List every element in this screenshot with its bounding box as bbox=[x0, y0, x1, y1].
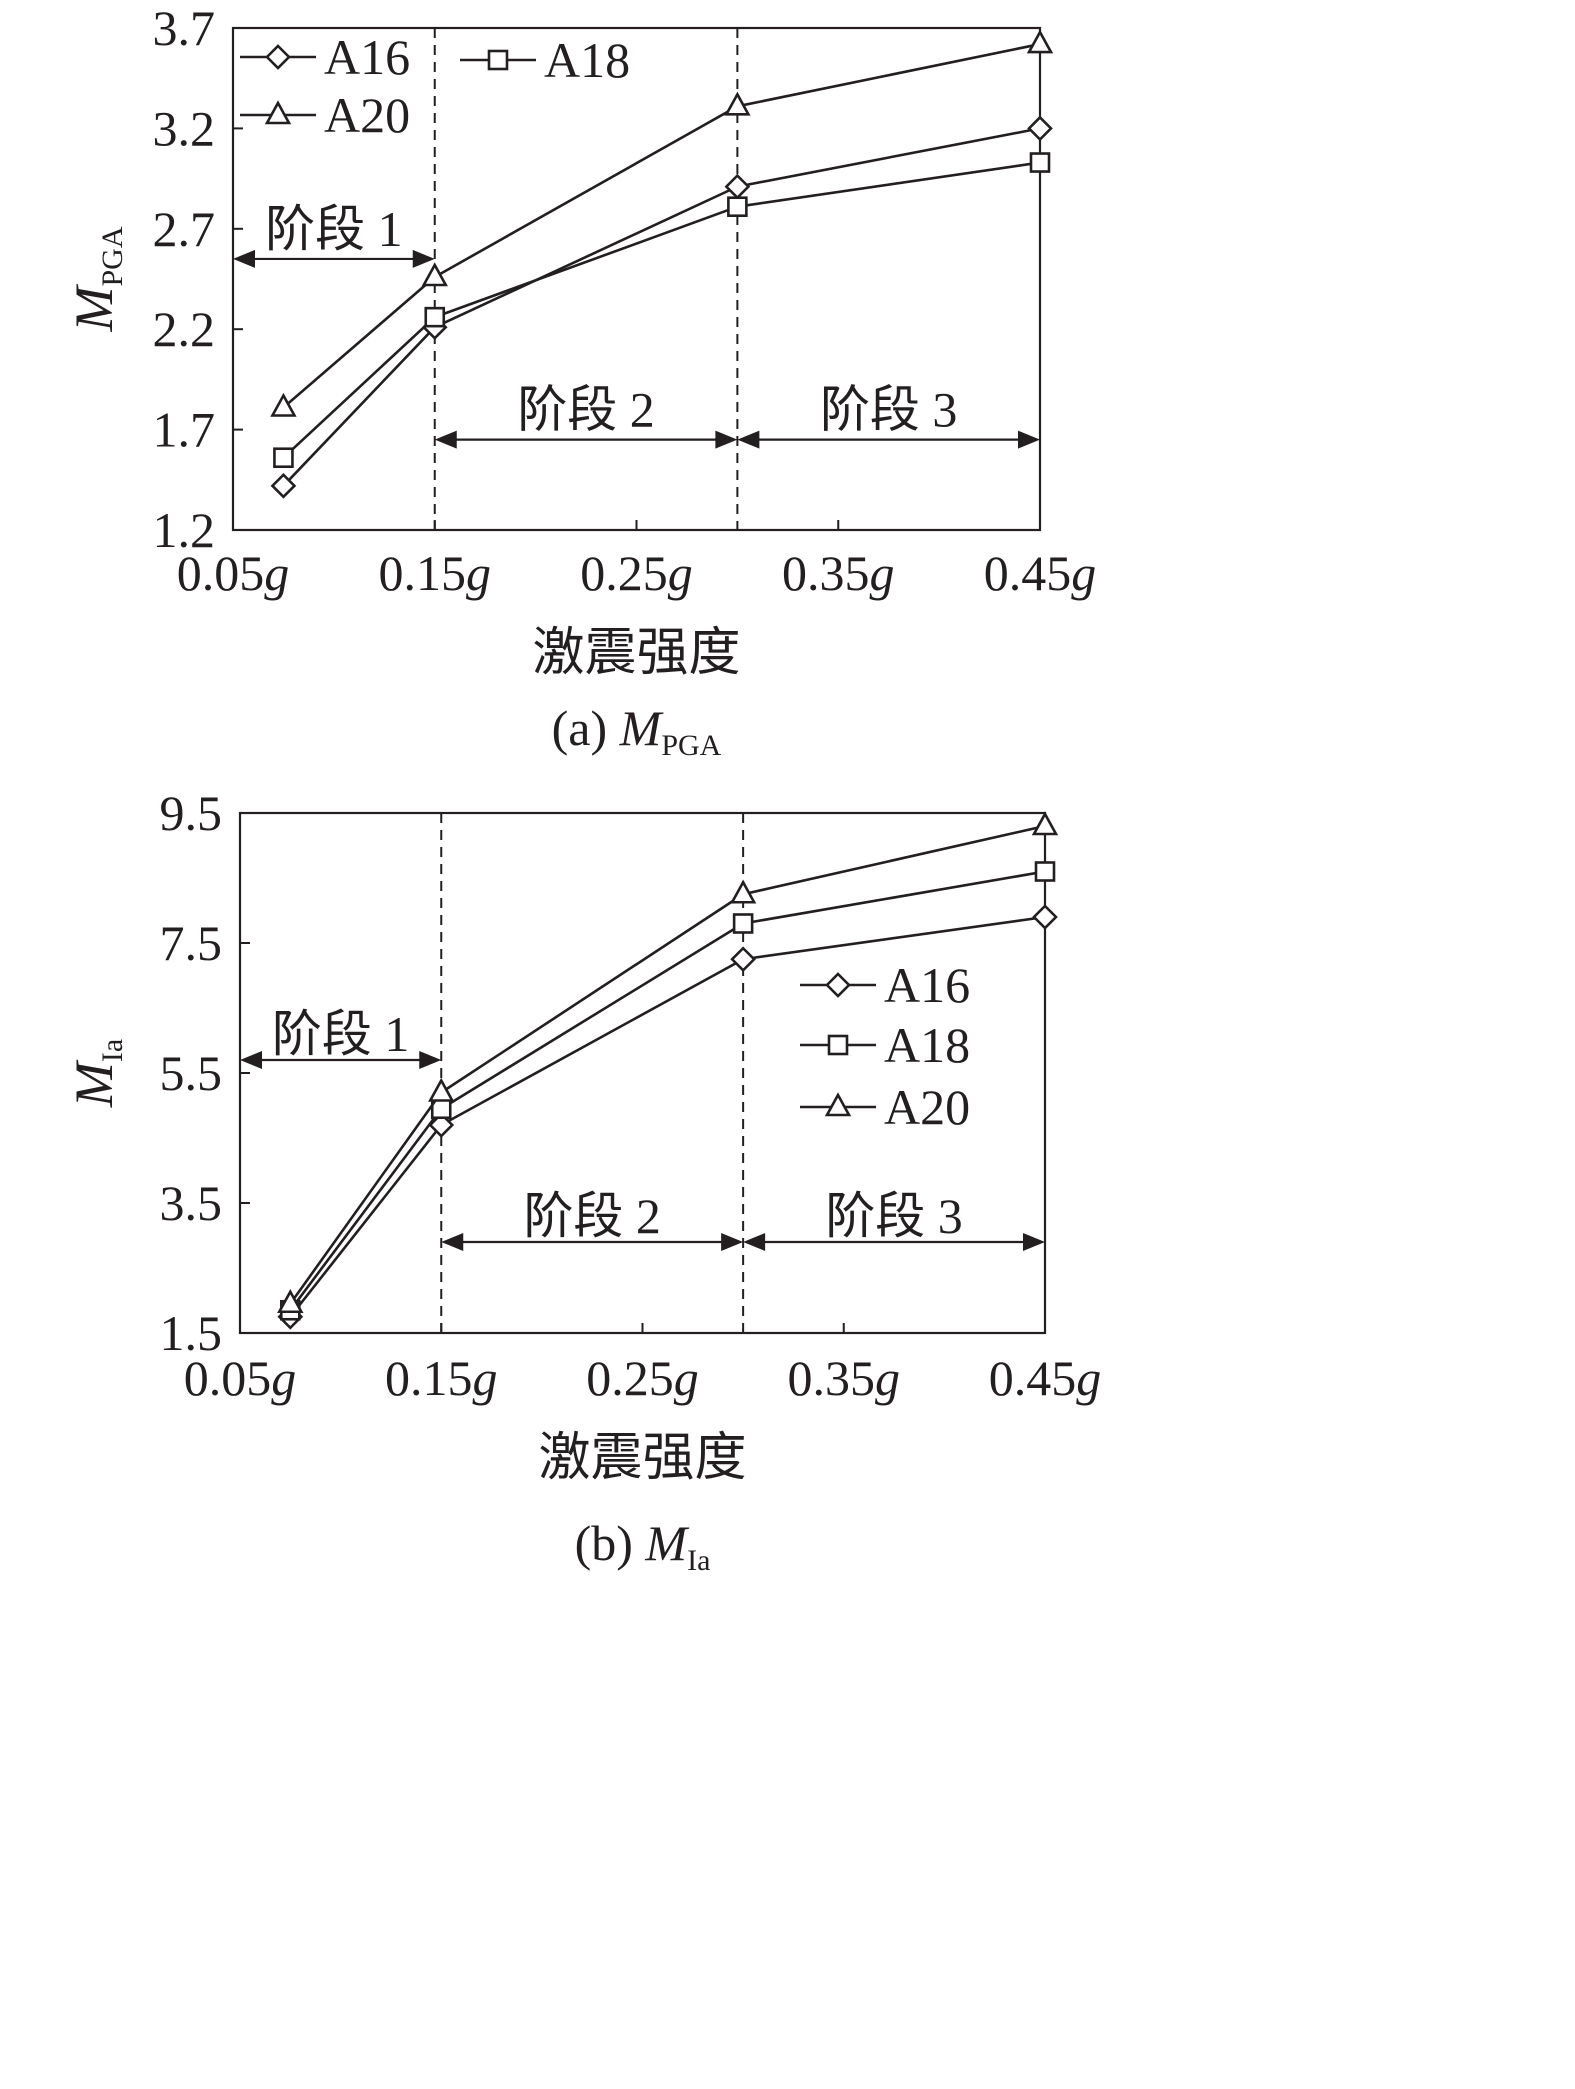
legend-label: A20 bbox=[324, 87, 410, 143]
stage-label: 阶段 1 bbox=[265, 201, 403, 257]
x-tick-label: 0.35g bbox=[788, 1350, 901, 1406]
data-point-A20 bbox=[1031, 811, 1059, 836]
data-point-A18 bbox=[727, 196, 748, 218]
stage-arrowhead-right bbox=[715, 430, 738, 449]
series-line-A20 bbox=[289, 824, 1046, 1305]
legend-label: A18 bbox=[884, 1017, 970, 1073]
x-tick-label: 0.05g bbox=[184, 1350, 297, 1406]
y-tick-label: 7.5 bbox=[160, 915, 223, 971]
x-tick-label: 0.45g bbox=[989, 1350, 1102, 1406]
data-point-A20 bbox=[270, 392, 297, 417]
y-tick-label: 1.2 bbox=[153, 502, 216, 558]
y-axis-label: MPGA bbox=[64, 226, 129, 332]
y-tick-label: 3.5 bbox=[160, 1175, 223, 1231]
data-point-A18 bbox=[273, 447, 294, 469]
data-point-A20 bbox=[428, 1077, 455, 1102]
y-tick-label: 1.7 bbox=[153, 402, 216, 458]
stage-arrowhead-left bbox=[434, 430, 457, 449]
y-axis-label-subscript: Ia bbox=[96, 1039, 129, 1062]
legend-marker-A20 bbox=[264, 100, 292, 125]
series-line-A20 bbox=[282, 42, 1041, 409]
data-point-A16 bbox=[730, 946, 756, 973]
data-point-A18 bbox=[732, 913, 754, 934]
series-line-A16 bbox=[282, 127, 1041, 487]
data-point-A16 bbox=[1032, 904, 1058, 930]
figure-caption: (a) MPGA bbox=[552, 700, 722, 762]
y-axis-label-main: M bbox=[64, 1059, 124, 1108]
x-tick-label: 0.15g bbox=[379, 545, 492, 601]
x-tick-label: 0.45g bbox=[984, 545, 1097, 601]
data-point-A20 bbox=[1026, 29, 1054, 54]
chart-panel-a: 1.2 1.7 2.2 2.7 3.2 3.7 0.05g 0.15g 0.25g 0.35g 0.… bbox=[64, 0, 1096, 762]
legend-label: A18 bbox=[544, 32, 630, 88]
stage-arrowhead-right bbox=[1018, 430, 1040, 449]
stage-arrowhead-left bbox=[737, 430, 760, 449]
y-tick-label: 5.5 bbox=[160, 1045, 223, 1101]
legend-label: A16 bbox=[884, 957, 970, 1013]
figure-caption: (b) MIa bbox=[575, 1515, 711, 1577]
data-point-A18 bbox=[424, 306, 446, 328]
data-point-A20 bbox=[277, 1289, 304, 1314]
stage-arrowhead-right bbox=[721, 1233, 744, 1251]
stage-label: 阶段 3 bbox=[825, 1188, 963, 1244]
x-tick-label: 0.25g bbox=[580, 545, 693, 601]
y-axis-label: MIa bbox=[64, 1039, 129, 1108]
data-point-A20 bbox=[724, 91, 751, 116]
data-point-A16 bbox=[724, 173, 751, 200]
x-tick-label: 0.35g bbox=[782, 545, 895, 601]
data-point-A16 bbox=[1027, 115, 1053, 142]
x-axis-label: 激震强度 bbox=[532, 625, 740, 682]
y-tick-label: 3.7 bbox=[153, 0, 216, 56]
series-line-A16 bbox=[289, 915, 1046, 1318]
x-axis-label: 激震强度 bbox=[538, 1430, 746, 1487]
y-axis-label-main: M bbox=[64, 284, 124, 333]
data-point-A16 bbox=[428, 1112, 455, 1138]
y-tick-label: 2.2 bbox=[153, 301, 216, 357]
data-point-A18 bbox=[1034, 861, 1056, 882]
data-point-A18 bbox=[1029, 152, 1051, 173]
stage-arrowhead-right bbox=[419, 1051, 442, 1069]
stage-label: 阶段 2 bbox=[523, 1188, 661, 1244]
legend-marker-A16 bbox=[265, 44, 291, 70]
stage-arrowhead-right bbox=[412, 249, 435, 268]
y-tick-label: 2.7 bbox=[153, 201, 216, 257]
data-point-A16 bbox=[270, 472, 297, 499]
stage-label: 阶段 3 bbox=[820, 382, 958, 438]
legend-marker-A18 bbox=[487, 49, 509, 71]
x-tick-label: 0.15g bbox=[385, 1350, 498, 1406]
y-tick-label: 1.5 bbox=[160, 1305, 223, 1361]
x-tick-label: 0.25g bbox=[586, 1350, 699, 1406]
stage-label: 阶段 2 bbox=[517, 382, 655, 438]
y-axis-label-subscript: PGA bbox=[96, 226, 129, 286]
data-point-A20 bbox=[729, 879, 757, 904]
stage-arrowhead-left bbox=[240, 1051, 262, 1069]
y-tick-label: 3.2 bbox=[153, 100, 216, 156]
x-tick-label: 0.05g bbox=[177, 545, 290, 601]
stage-arrowhead-left bbox=[743, 1233, 766, 1251]
stage-arrowhead-right bbox=[1023, 1233, 1045, 1251]
legend-marker-A20 bbox=[824, 1092, 852, 1117]
legend-label: A20 bbox=[884, 1079, 970, 1135]
y-tick-label: 9.5 bbox=[160, 785, 223, 841]
stage-label: 阶段 1 bbox=[272, 1006, 410, 1062]
legend-marker-A18 bbox=[827, 1034, 849, 1056]
chart-panel-b: 1.5 3.5 5.5 7.5 9.5 0.05g 0.15g 0.25g 0.35g 0.45g… bbox=[64, 785, 1101, 1577]
legend-marker-A16 bbox=[825, 972, 851, 998]
data-point-A20 bbox=[421, 262, 448, 287]
stage-arrowhead-left bbox=[441, 1233, 464, 1251]
legend-label: A16 bbox=[324, 29, 410, 85]
series-line-A18 bbox=[289, 870, 1046, 1312]
series-line-A18 bbox=[282, 161, 1041, 459]
stage-arrowhead-left bbox=[233, 249, 255, 268]
